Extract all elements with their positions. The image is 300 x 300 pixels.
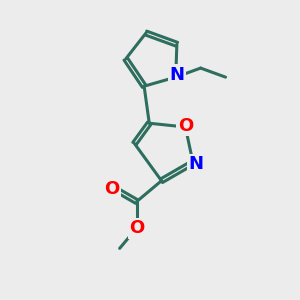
Text: N: N: [170, 66, 185, 84]
Text: N: N: [188, 155, 203, 173]
Text: O: O: [104, 180, 119, 198]
Text: O: O: [129, 219, 144, 237]
Text: O: O: [178, 117, 193, 135]
